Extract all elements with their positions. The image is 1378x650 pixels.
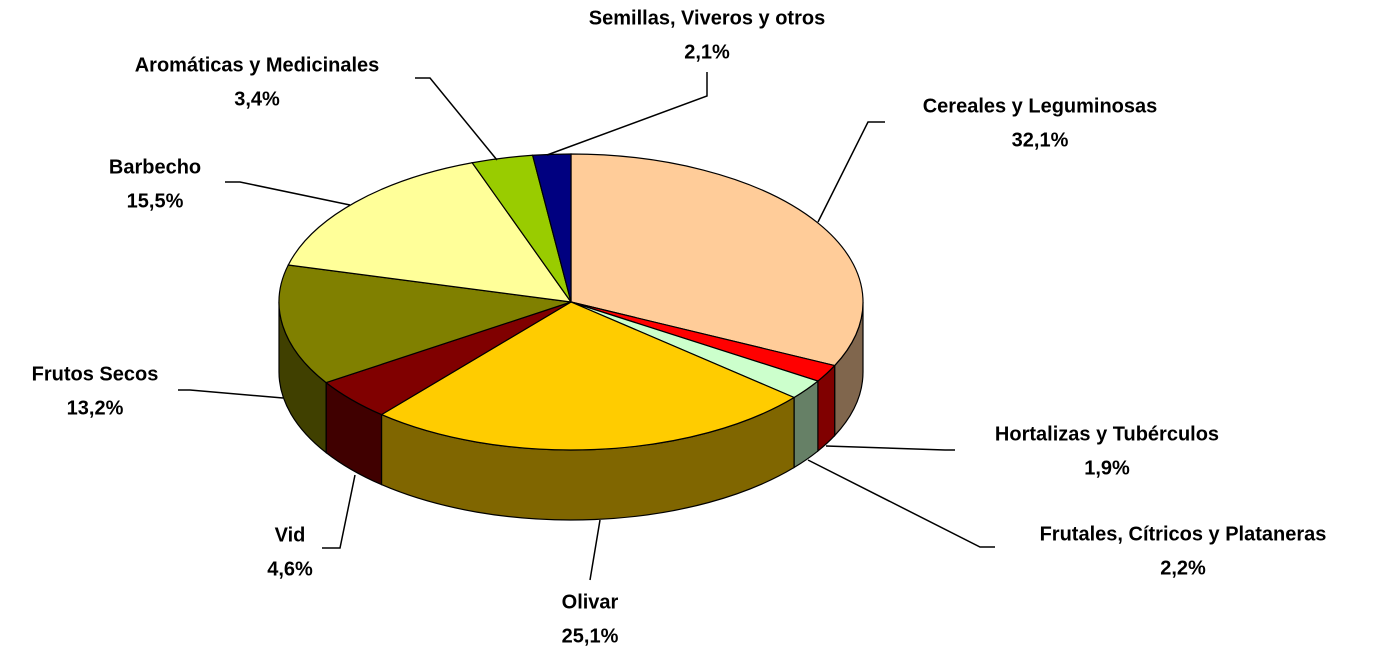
category-label: Aromáticas y Medicinales [135, 54, 380, 76]
category-label: Frutos Secos [32, 363, 159, 385]
value-label: 13,2% [67, 397, 124, 419]
value-label: 4,6% [267, 558, 313, 580]
category-label: Hortalizas y Tubérculos [995, 423, 1219, 445]
slice [570, 153, 864, 367]
leader-line [546, 72, 708, 156]
slice [278, 264, 572, 384]
value-label: 1,9% [1084, 457, 1130, 479]
leader-line [225, 181, 351, 206]
value-label: 25,1% [562, 625, 619, 647]
category-label: Olivar [562, 591, 619, 613]
leader-line [322, 474, 356, 549]
leader-line [817, 121, 885, 223]
value-label: 32,1% [1012, 129, 1069, 151]
slice [380, 301, 796, 451]
category-label: Cereales y Leguminosas [923, 95, 1158, 117]
category-label: Barbecho [109, 156, 201, 178]
leader-line [807, 459, 995, 548]
value-label: 2,2% [1160, 557, 1206, 579]
leader-line [415, 77, 498, 161]
category-label: Frutales, Cítricos y Plataneras [1040, 523, 1327, 545]
leader-line [178, 389, 284, 399]
category-label: Vid [275, 524, 306, 546]
slice [287, 162, 573, 303]
leader-line [825, 445, 955, 451]
value-label: 2,1% [684, 41, 730, 63]
leader-line [589, 519, 601, 581]
value-label: 3,4% [234, 88, 280, 110]
slice [531, 153, 572, 303]
value-label: 15,5% [127, 190, 184, 212]
category-label: Semillas, Viveros y otros [589, 7, 825, 29]
